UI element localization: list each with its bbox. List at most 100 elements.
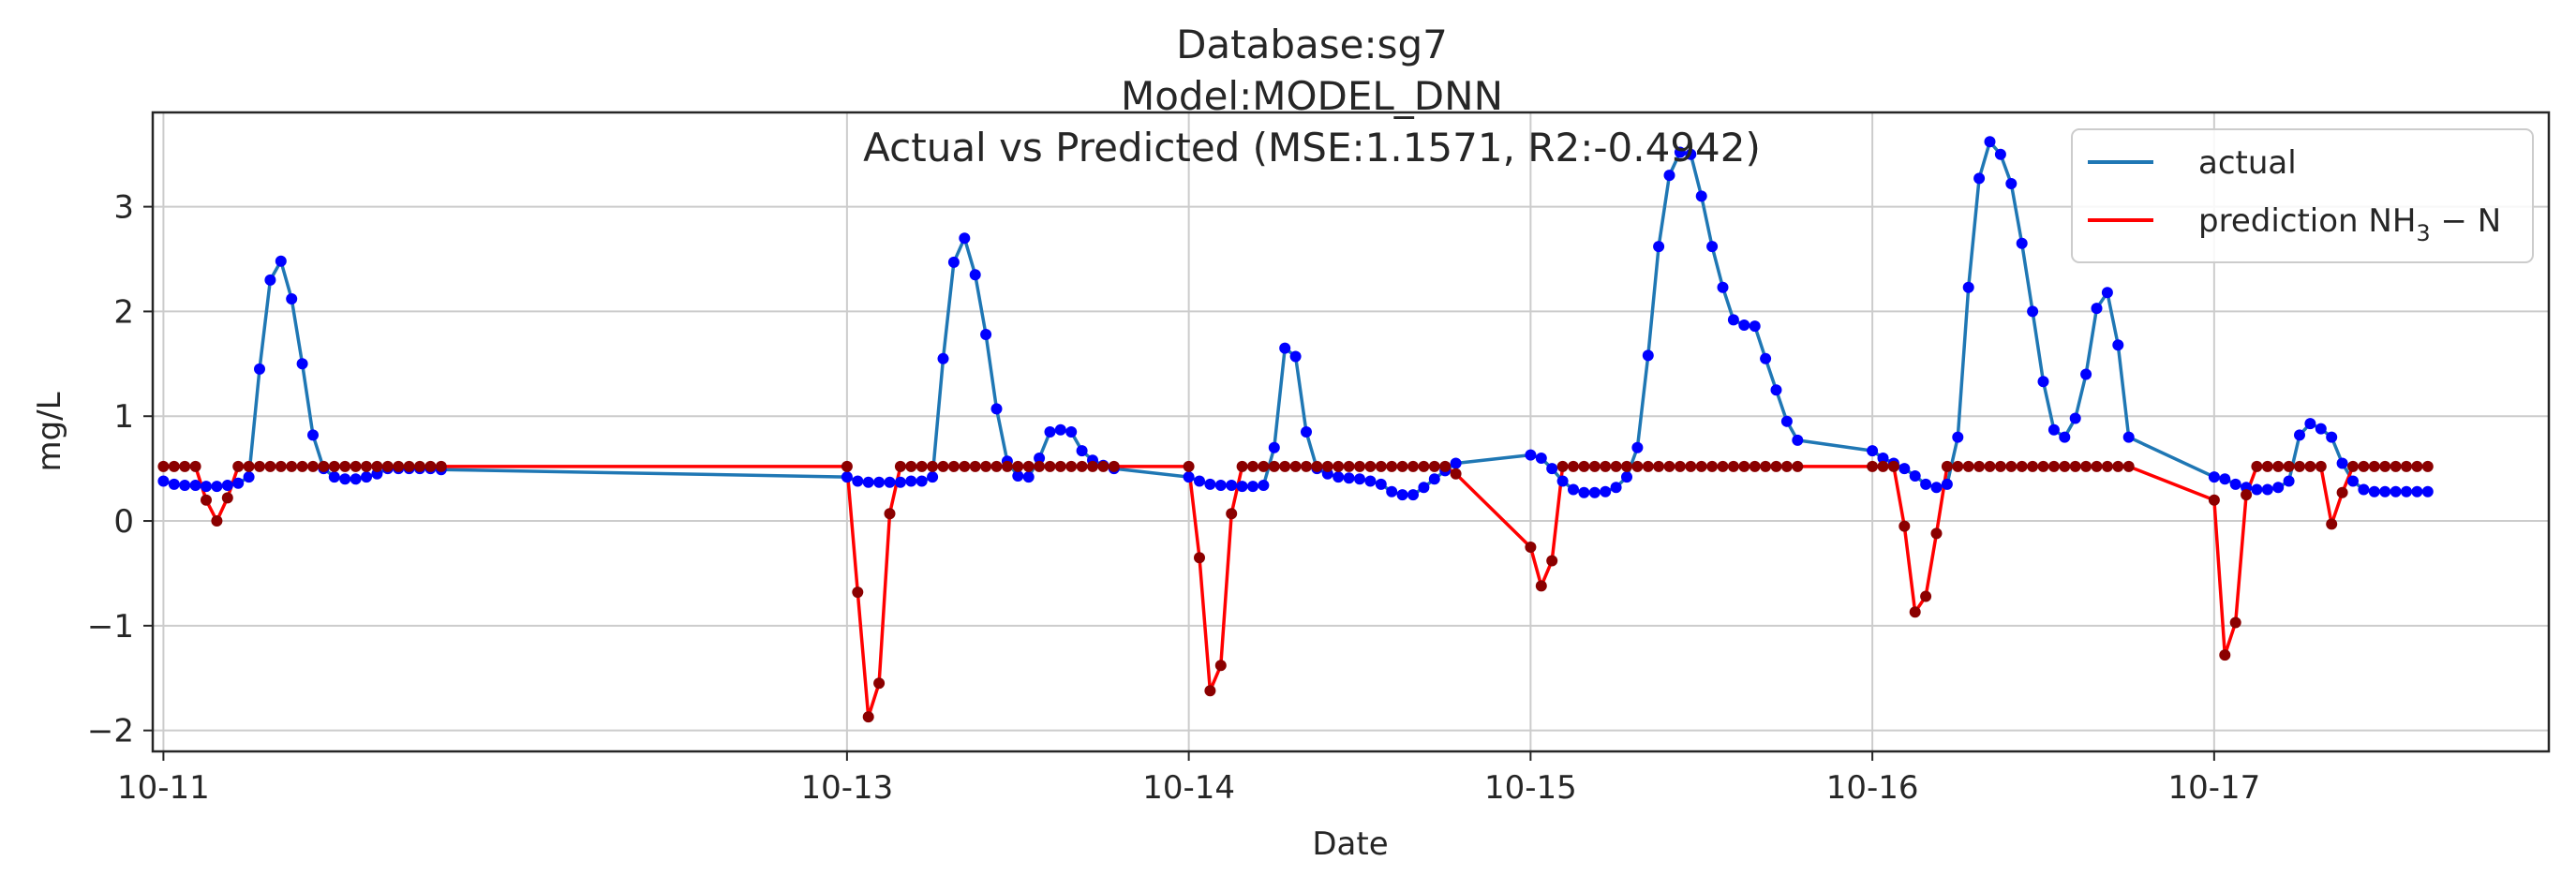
- grid: [153, 112, 2549, 751]
- data-point-actual: [1546, 463, 1558, 475]
- data-point-prediction: [947, 460, 960, 472]
- data-point-prediction: [2421, 460, 2434, 472]
- data-point-actual: [1568, 483, 1579, 496]
- data-point-prediction: [1258, 460, 1270, 472]
- data-point-prediction: [1621, 460, 1632, 472]
- data-point-actual: [1898, 463, 1911, 475]
- data-point-actual: [937, 352, 949, 364]
- data-point-prediction: [1792, 460, 1804, 472]
- data-point-actual: [1054, 423, 1066, 436]
- data-point-actual: [2336, 457, 2348, 469]
- data-point-actual: [1525, 449, 1537, 461]
- data-point-actual: [1012, 470, 1024, 482]
- data-point-actual: [884, 476, 896, 488]
- data-point-prediction: [2059, 460, 2071, 472]
- data-point-actual: [2315, 423, 2327, 435]
- data-point-actual: [361, 471, 372, 483]
- data-point-prediction: [1076, 460, 1088, 472]
- data-point-prediction: [371, 460, 383, 472]
- data-point-actual: [1268, 441, 1280, 453]
- chart-title: Database:sg7 Model:MODEL_DNN Actual vs P…: [863, 22, 1761, 171]
- data-point-actual: [2069, 412, 2081, 424]
- data-point-actual: [1364, 475, 1377, 487]
- data-point-actual: [1289, 350, 1302, 363]
- data-point-actual: [168, 478, 180, 490]
- data-point-prediction: [1289, 460, 1302, 472]
- data-point-prediction: [980, 460, 992, 472]
- data-point-prediction: [1268, 460, 1280, 472]
- data-point-actual: [2283, 475, 2295, 487]
- data-point-prediction: [1364, 460, 1377, 472]
- data-point-prediction: [990, 460, 1003, 472]
- data-point-prediction: [328, 460, 340, 472]
- data-point-prediction: [381, 460, 394, 472]
- data-point-prediction: [1375, 460, 1387, 472]
- data-point-actual: [1194, 475, 1205, 487]
- data-point-actual: [1770, 384, 1782, 396]
- data-point-actual: [1952, 431, 1964, 443]
- data-point-prediction: [1674, 460, 1686, 472]
- x-tick-label: 10-17: [2167, 769, 2260, 807]
- data-point-prediction: [1867, 460, 1879, 472]
- data-point-prediction: [1183, 460, 1195, 472]
- data-point-actual: [2080, 368, 2092, 380]
- x-tick-label: 10-15: [1484, 769, 1577, 807]
- data-point-actual: [307, 429, 319, 441]
- legend-label-actual: actual: [2198, 144, 2297, 182]
- data-point-actual: [232, 477, 245, 489]
- data-point-prediction: [2080, 460, 2092, 472]
- data-point-prediction: [959, 460, 971, 472]
- data-point-prediction: [403, 460, 415, 472]
- data-point-prediction: [841, 460, 853, 472]
- data-point-prediction: [424, 460, 437, 472]
- data-point-prediction: [1407, 460, 1419, 472]
- data-point-actual: [1279, 342, 1291, 354]
- data-point-prediction: [1600, 460, 1612, 472]
- x-tick-label: 10-14: [1142, 769, 1235, 807]
- data-point-prediction: [2047, 460, 2060, 472]
- data-point-prediction: [1717, 460, 1729, 472]
- data-point-actual: [969, 269, 981, 281]
- data-point-actual: [1076, 445, 1088, 457]
- data-point-actual: [852, 475, 864, 487]
- series-layer: [157, 136, 2434, 723]
- data-point-actual: [2272, 482, 2285, 494]
- data-point-prediction: [2261, 460, 2273, 472]
- data-point-prediction: [1236, 460, 1248, 472]
- data-point-prediction: [1343, 460, 1355, 472]
- data-point-prediction: [1022, 460, 1035, 472]
- data-point-actual: [189, 480, 201, 491]
- plot-frame: [151, 111, 2551, 753]
- data-point-prediction: [211, 515, 223, 527]
- data-point-actual: [1877, 453, 1889, 464]
- data-point-actual: [1226, 480, 1238, 491]
- legend-label-prediction-main: prediction NH: [2198, 202, 2416, 240]
- data-point-actual: [1792, 434, 1804, 446]
- data-point-actual: [211, 481, 223, 493]
- data-point-prediction: [2283, 460, 2295, 472]
- data-point-prediction: [1610, 460, 1622, 472]
- data-point-actual: [905, 475, 917, 487]
- data-point-actual: [873, 476, 886, 488]
- data-point-actual: [1930, 482, 1943, 494]
- data-point-actual: [2411, 485, 2423, 497]
- data-point-prediction: [1204, 685, 1216, 697]
- data-point-prediction: [2219, 649, 2231, 661]
- data-point-prediction: [916, 460, 928, 472]
- data-point-actual: [1738, 319, 1750, 331]
- data-point-actual: [1214, 480, 1227, 491]
- data-point-prediction: [1535, 580, 1547, 592]
- data-point-prediction: [1097, 460, 1109, 472]
- data-point-actual: [1695, 190, 1707, 202]
- data-point-prediction: [2208, 494, 2220, 506]
- data-point-prediction: [1087, 460, 1098, 472]
- data-point-actual: [1396, 489, 1408, 501]
- data-point-prediction: [1920, 590, 1932, 602]
- x-tick-label: 10-16: [1826, 769, 1919, 807]
- data-point-prediction: [2016, 460, 2028, 472]
- data-point-actual: [2294, 429, 2305, 441]
- y-tick-label: 2: [113, 293, 134, 331]
- data-point-prediction: [862, 711, 874, 723]
- data-point-prediction: [1631, 460, 1644, 472]
